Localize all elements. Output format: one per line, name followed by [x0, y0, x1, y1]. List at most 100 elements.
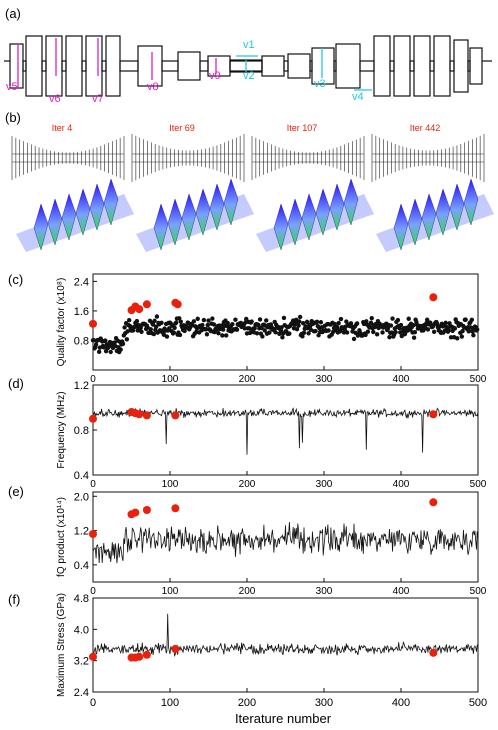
data-point: [365, 329, 371, 334]
data-point: [443, 320, 448, 326]
data-point: [471, 333, 476, 338]
var-label-v1: v1: [243, 39, 255, 51]
data-point: [470, 329, 475, 334]
data-point: [244, 316, 249, 322]
data-point: [220, 327, 226, 332]
unit-cell-block: [137, 45, 163, 87]
data-point: [234, 327, 240, 332]
data-point: [469, 317, 475, 323]
iter-label-1: Iter 4: [52, 123, 73, 133]
data-point: [130, 328, 136, 333]
x-tick-label: 300: [316, 479, 333, 490]
data-point: [118, 347, 123, 352]
mode-fin: [89, 183, 105, 231]
data-point: [388, 323, 394, 328]
mode-fin: [167, 198, 183, 246]
panel-label-a: (a): [5, 6, 21, 21]
unit-cell-block: [25, 35, 43, 97]
y-tick-label: 0.8: [74, 335, 89, 347]
data-point: [300, 334, 305, 339]
mode-plane: [16, 194, 134, 252]
unit-cell-block: [177, 51, 201, 81]
highlight-point: [142, 300, 151, 309]
x-tick-label: 500: [469, 697, 487, 709]
data-point: [296, 323, 301, 328]
data-point: [301, 330, 307, 336]
data-point: [182, 328, 187, 334]
iteration-designs: [11, 134, 485, 182]
highlight-point: [131, 508, 140, 517]
data-point: [101, 345, 106, 350]
tether-segment: [119, 60, 139, 72]
data-point: [448, 335, 454, 340]
y-tick-label: 1.2: [74, 526, 89, 538]
mode-fin: [209, 183, 225, 231]
tether-segment: [309, 60, 313, 72]
iter-label-4: Iter 442: [410, 123, 441, 133]
panel-label-c: (c): [8, 272, 23, 287]
panel-label-f: (f): [8, 592, 20, 607]
x-axis-label: Iterature number: [235, 711, 332, 726]
highlight-point: [89, 530, 97, 538]
data-point: [200, 322, 205, 328]
mode-fin: [103, 178, 119, 226]
mode-fin: [33, 203, 49, 251]
iter-label-3: Iter 107: [287, 123, 318, 133]
data-point: [395, 317, 401, 323]
mode-fin: [75, 188, 91, 236]
plot-e: 0.4 1.2 2.0 0 100 200 300 400 500 fQ product (x10…: [56, 491, 487, 597]
mode-fin: [273, 203, 289, 251]
x-tick-label: 400: [393, 586, 410, 597]
data-point: [173, 320, 179, 325]
y-axis-label: fQ product (x10¹⁴): [56, 497, 67, 577]
unit-cell-block: [85, 35, 103, 97]
highlight-point: [135, 410, 144, 419]
mode-plane: [256, 194, 374, 252]
x-tick-label: 200: [239, 586, 256, 597]
unit-cell-block: [469, 47, 483, 85]
tether-segment: [467, 60, 471, 72]
x-tick-label: 100: [162, 586, 179, 597]
data-point: [337, 329, 343, 334]
data-point: [368, 320, 374, 326]
data-point: [96, 349, 102, 355]
data-point: [369, 315, 374, 321]
series-line: [92, 521, 479, 564]
x-tick-label: 300: [316, 586, 333, 597]
data-point: [254, 331, 260, 336]
data-point: [277, 331, 282, 337]
data-point: [344, 330, 350, 335]
data-point: [224, 333, 229, 338]
tether-segment: [41, 60, 47, 72]
mode-plane: [376, 194, 494, 252]
data-point: [191, 319, 197, 324]
mode-fin: [195, 188, 211, 236]
unit-cell-block: [413, 35, 431, 97]
plot-d: 0.4 0.8 1.2 0 100 200 300 400 500 Frequency (MHz): [56, 380, 487, 490]
var-label-v2: v2: [243, 70, 255, 82]
mode-fin: [301, 193, 317, 241]
mode-fin: [449, 183, 465, 231]
tether-segment: [409, 60, 415, 72]
data-point: [150, 322, 156, 327]
highlight-point: [89, 652, 97, 661]
x-tick-label: 200: [239, 479, 256, 490]
var-label-v7: v7: [92, 93, 104, 105]
data-point: [205, 322, 210, 328]
mode-fin: [463, 178, 479, 226]
highlight-point: [135, 305, 144, 314]
mode-fin: [343, 178, 359, 226]
plot-frame: [92, 491, 479, 583]
data-point: [242, 326, 247, 331]
data-point: [203, 327, 209, 332]
series-line: [92, 613, 479, 658]
x-tick-label: 0: [90, 374, 96, 385]
data-point: [431, 329, 437, 335]
data-point: [267, 330, 272, 335]
data-point: [460, 328, 465, 334]
data-point: [294, 327, 300, 332]
x-tick-label: 400: [393, 374, 410, 385]
tether-segment: [389, 60, 395, 72]
data-point: [178, 319, 183, 324]
x-tick-label: 0: [90, 479, 96, 490]
